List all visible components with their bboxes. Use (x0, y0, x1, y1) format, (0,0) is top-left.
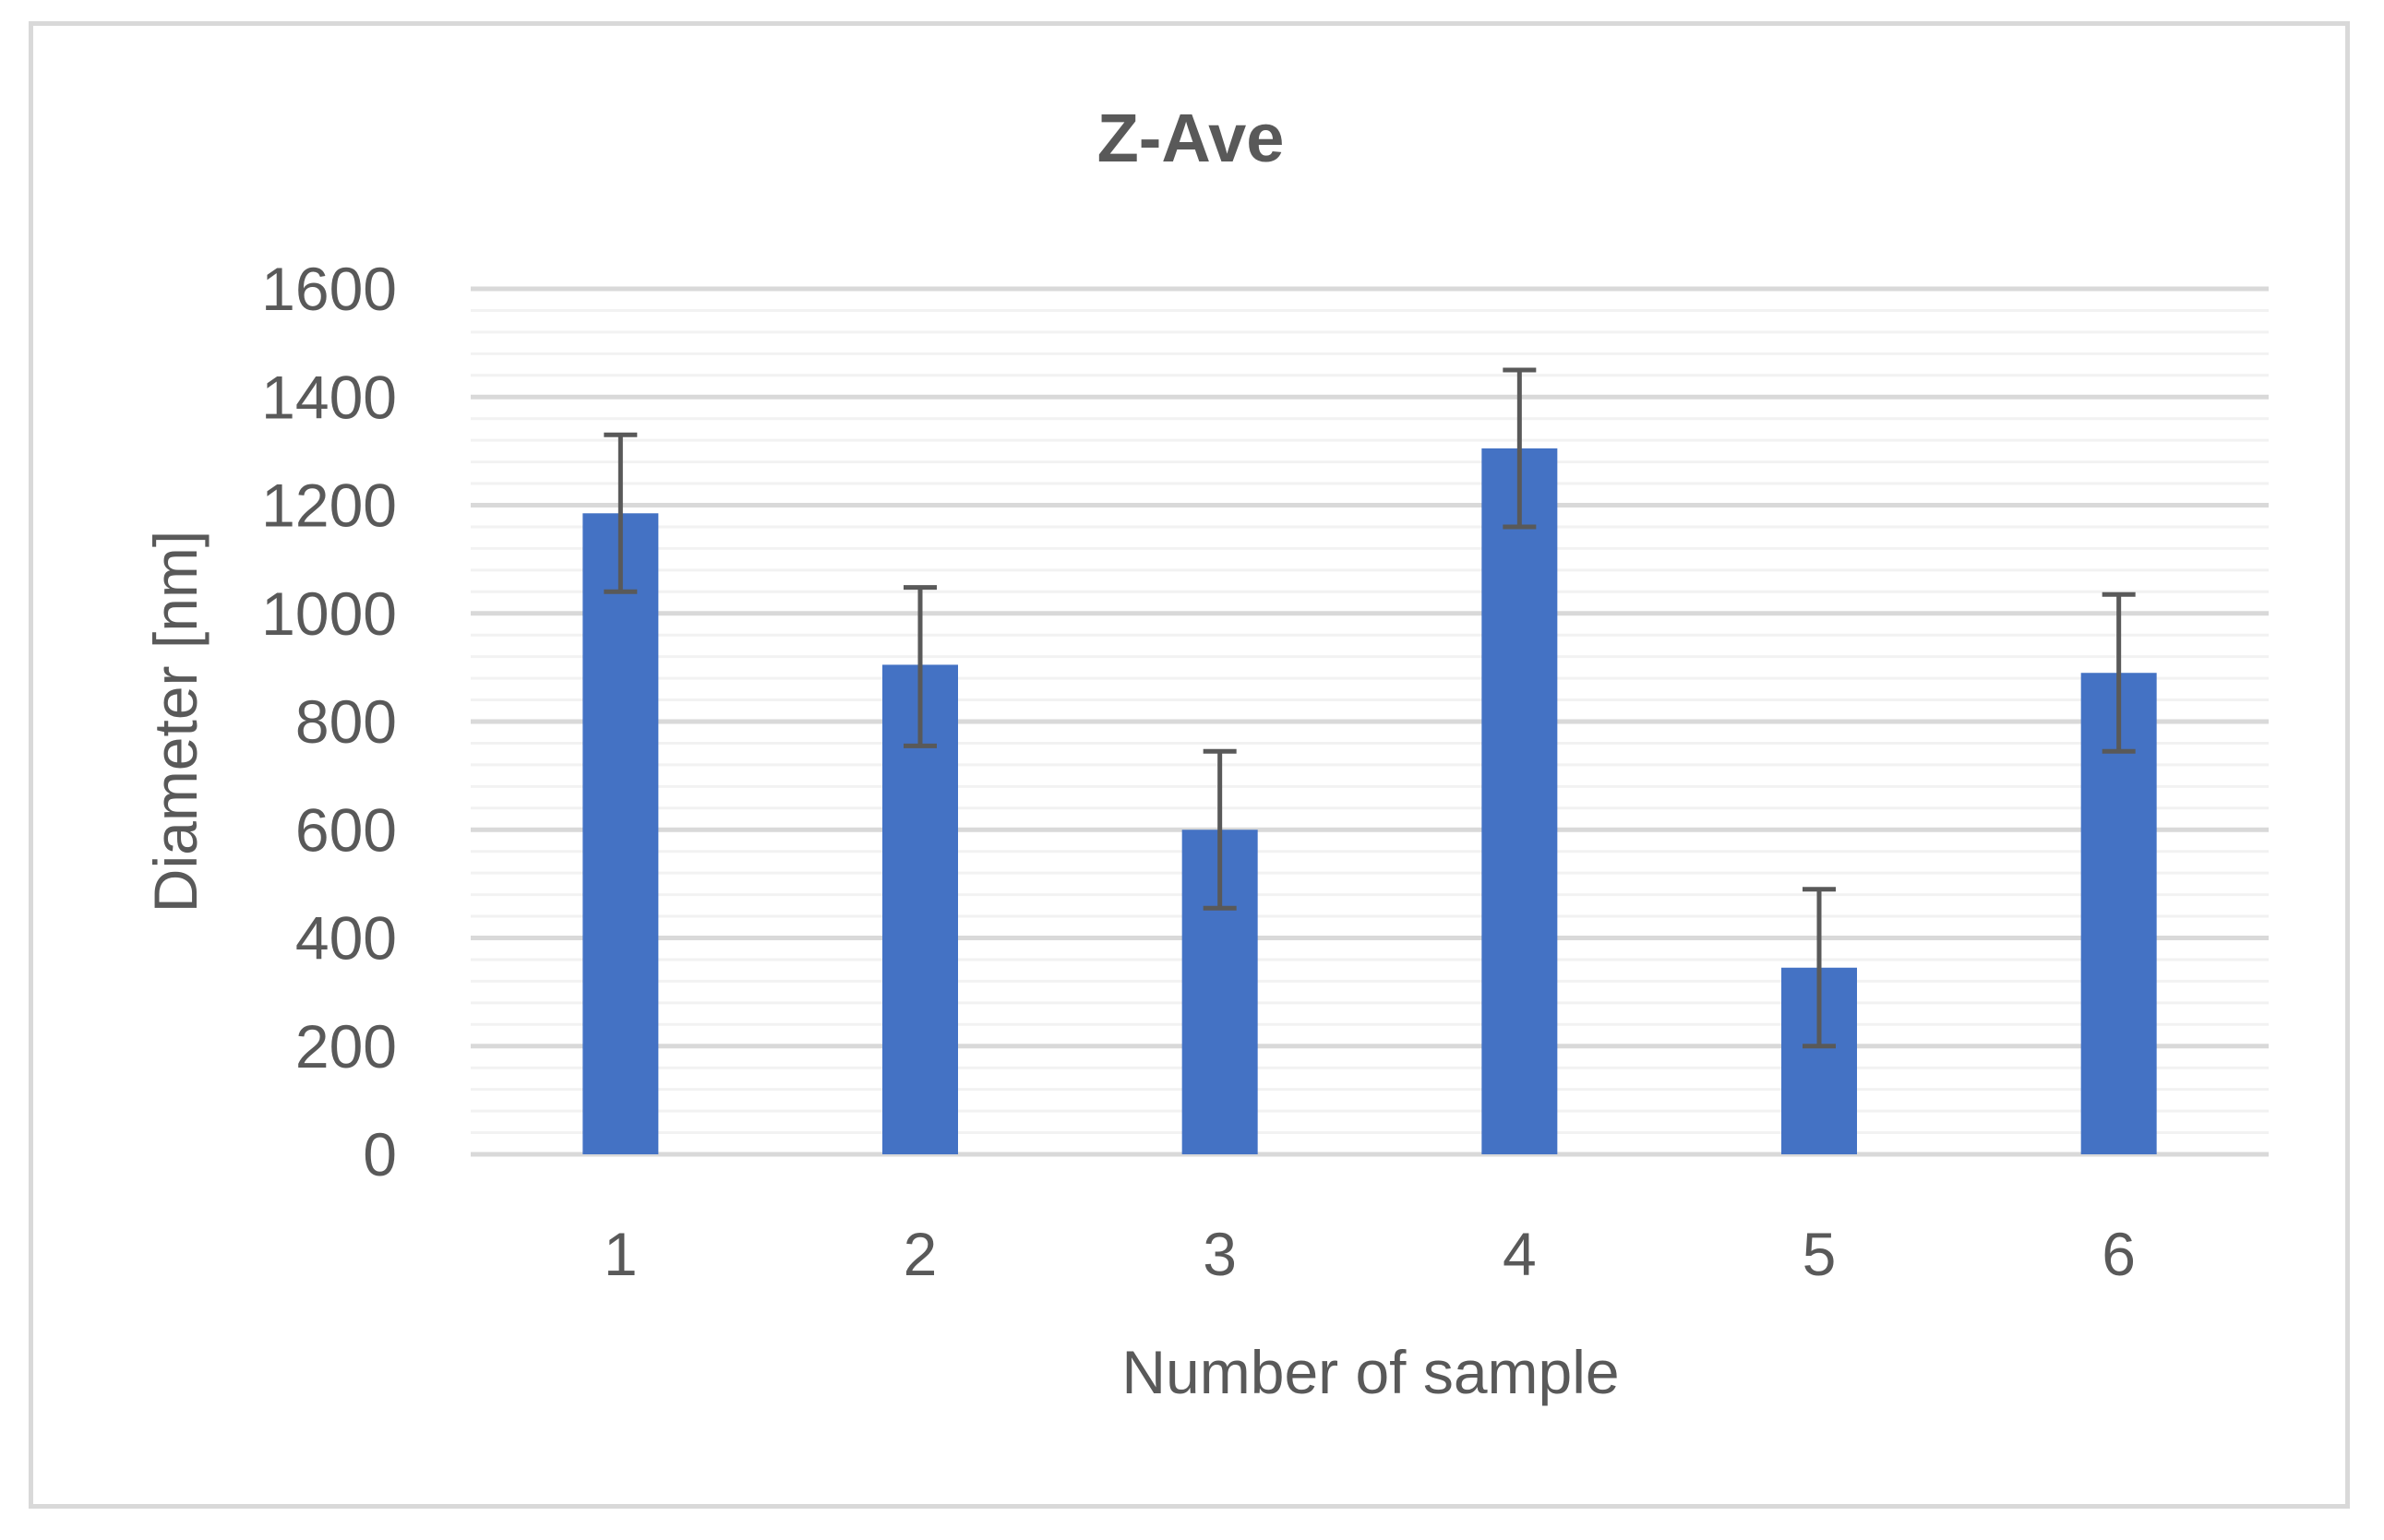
x-tick-label: 1 (604, 1220, 638, 1288)
error-bar (604, 432, 638, 594)
error-bar (1503, 367, 1537, 530)
y-tick-label: 1200 (261, 472, 397, 540)
y-tick-label: 1000 (261, 579, 397, 648)
error-bars (604, 367, 2136, 1049)
y-tick-label: 1600 (261, 255, 397, 323)
major-grid (471, 286, 2269, 1157)
x-tick-labels: 1 2 3 4 5 6 (604, 1220, 2136, 1288)
error-bar (904, 585, 937, 748)
x-tick-label: 4 (1503, 1220, 1537, 1288)
error-bar (2102, 591, 2136, 754)
x-tick-label: 5 (1803, 1220, 1837, 1288)
chart-title: Z-Ave (1097, 100, 1285, 176)
error-bar (1203, 748, 1237, 911)
x-tick-label: 6 (2102, 1220, 2136, 1288)
y-tick-label: 0 (363, 1120, 397, 1188)
bar (1481, 448, 1558, 1155)
y-axis-title: Diameter [nm] (141, 531, 210, 913)
x-tick-label: 3 (1203, 1220, 1237, 1288)
y-tick-label: 1400 (261, 363, 397, 431)
x-tick-label: 2 (904, 1220, 938, 1288)
error-bar (1803, 887, 1836, 1049)
y-tick-label: 200 (295, 1012, 397, 1080)
x-axis-title: Number of sample (1121, 1338, 1619, 1406)
bar (582, 513, 659, 1154)
y-tick-labels: 0 200 400 600 800 1000 1200 1400 1600 (261, 255, 397, 1188)
y-tick-label: 600 (295, 795, 397, 864)
y-tick-label: 800 (295, 687, 397, 756)
minor-grid (471, 308, 2269, 1135)
y-tick-label: 400 (295, 904, 397, 973)
